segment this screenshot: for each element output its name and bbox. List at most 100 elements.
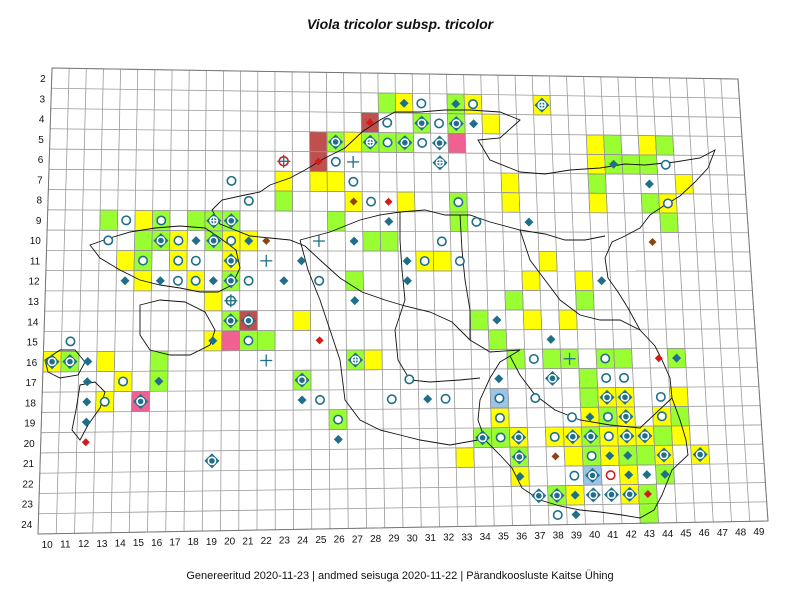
grid-line-vertical [411, 73, 422, 528]
x-axis-label: 32 [443, 533, 455, 544]
grid-cell-fill [674, 174, 694, 195]
x-axis-label: 29 [388, 534, 400, 545]
grid-line-vertical [256, 71, 259, 531]
x-axis-label: 22 [261, 536, 273, 547]
grid-line-vertical [92, 68, 104, 534]
record-symbol-diamond-circle [133, 393, 149, 409]
grid-cell-fill [363, 349, 383, 371]
grid-cell-fill [362, 231, 381, 252]
record-symbol-diamond-circle [583, 428, 599, 444]
grid-cell-fill [488, 329, 508, 350]
record-symbol-diamond-circle [604, 487, 620, 503]
record-symbol-circle [118, 376, 129, 387]
x-axis-label: 25 [315, 535, 327, 546]
grid-cell-fill [116, 250, 135, 272]
record-symbol-circle [660, 159, 671, 170]
record-symbol-diamond [515, 471, 525, 481]
record-symbol-diamond-circle [511, 449, 527, 465]
grid-line-vertical [220, 70, 224, 531]
record-symbol-diamond [585, 412, 595, 422]
grid-line-horizontal [50, 128, 742, 138]
x-axis-label: 30 [407, 533, 419, 544]
record-symbol-circle [173, 275, 184, 286]
grid-line-horizontal [44, 309, 754, 312]
grid-line-vertical [686, 78, 714, 522]
grid-cell-fill [96, 350, 116, 372]
x-axis-label: 36 [516, 531, 528, 542]
grid-cell-fill [309, 131, 328, 153]
record-symbol-circle [495, 412, 506, 423]
record-symbol-circle [173, 235, 184, 246]
grid-line-horizontal [46, 249, 750, 253]
record-symbol-diamond-red [314, 157, 323, 166]
record-symbol-diamond [82, 397, 92, 407]
y-axis-label: 16 [26, 358, 38, 369]
record-symbol-circle [226, 235, 237, 246]
grid-line-vertical [531, 75, 550, 525]
y-axis-label: 21 [23, 459, 35, 470]
record-symbol-diamond-brown [551, 452, 560, 461]
grid-cell-fill [432, 250, 452, 272]
grid-line-vertical [183, 70, 190, 532]
x-axis-label: 49 [753, 527, 765, 538]
record-symbol-diamond [402, 276, 412, 286]
grid-line-vertical [720, 78, 751, 522]
grid-line-vertical [238, 71, 242, 531]
record-symbol-circle [601, 372, 612, 383]
record-symbol-circle [440, 393, 451, 404]
grid-line-vertical [308, 72, 313, 530]
grid-line-vertical [360, 72, 367, 529]
grid-line-horizontal [42, 386, 759, 393]
grid-line-vertical [428, 74, 440, 527]
record-symbol-diamond-circle [565, 429, 581, 445]
record-symbol-diamond [297, 395, 307, 405]
y-axis-label: 12 [28, 277, 40, 288]
x-axis-label: 14 [115, 539, 127, 550]
record-symbol-cross [312, 235, 325, 248]
record-symbol-circle [226, 175, 237, 186]
grid-line-horizontal [43, 347, 757, 353]
record-symbol-diamond [672, 353, 682, 363]
record-symbol-diamond-red [365, 118, 374, 127]
record-symbol-circle [619, 372, 630, 383]
grid-cell-fill [653, 425, 673, 446]
x-axis-label: 19 [206, 537, 218, 548]
region-boundary-1 [299, 209, 606, 241]
grid-line-vertical [377, 73, 386, 528]
grid-cell-fill [504, 290, 524, 311]
grid-line-vertical [74, 68, 87, 534]
record-symbol-circle [602, 411, 613, 422]
record-symbol-diamond [296, 256, 306, 266]
grid-line-vertical [703, 78, 732, 522]
x-axis-label: 31 [425, 533, 437, 544]
grid-cell-fill [309, 171, 328, 192]
record-symbol-diamond [571, 510, 581, 520]
record-symbol-diamond [609, 159, 619, 169]
grid-cell-fill [542, 348, 562, 370]
record-symbol-diamond-circle [619, 428, 635, 444]
y-axis-label: 8 [36, 196, 42, 207]
y-axis-label: 2 [40, 74, 46, 85]
record-symbol-diamond [605, 451, 615, 461]
grid-line-vertical [291, 71, 294, 530]
record-symbol-diamond-circle-cross [206, 213, 222, 229]
record-symbol-circle [434, 118, 445, 129]
record-symbol-diamond [660, 469, 670, 479]
x-axis-label: 23 [279, 536, 291, 547]
region-boundary-2 [394, 212, 481, 383]
record-symbol-diamond-circle [223, 313, 239, 329]
x-axis-label: 26 [334, 535, 346, 546]
record-symbol-diamond [570, 490, 580, 500]
x-axis-label: 47 [717, 528, 729, 539]
record-symbol-diamond-circle [618, 409, 634, 425]
record-symbol-cross [563, 352, 576, 365]
record-symbol-diamond-circle [599, 389, 615, 405]
record-symbol-circle [468, 99, 479, 110]
record-symbol-diamond [451, 99, 461, 109]
y-axis-label: 3 [40, 94, 46, 105]
region-boundary-4 [299, 239, 479, 446]
grid-cell-fill [586, 153, 606, 175]
record-symbol-circle [419, 256, 430, 267]
record-symbol-diamond [642, 470, 652, 480]
grid-cell-fill [575, 290, 595, 311]
